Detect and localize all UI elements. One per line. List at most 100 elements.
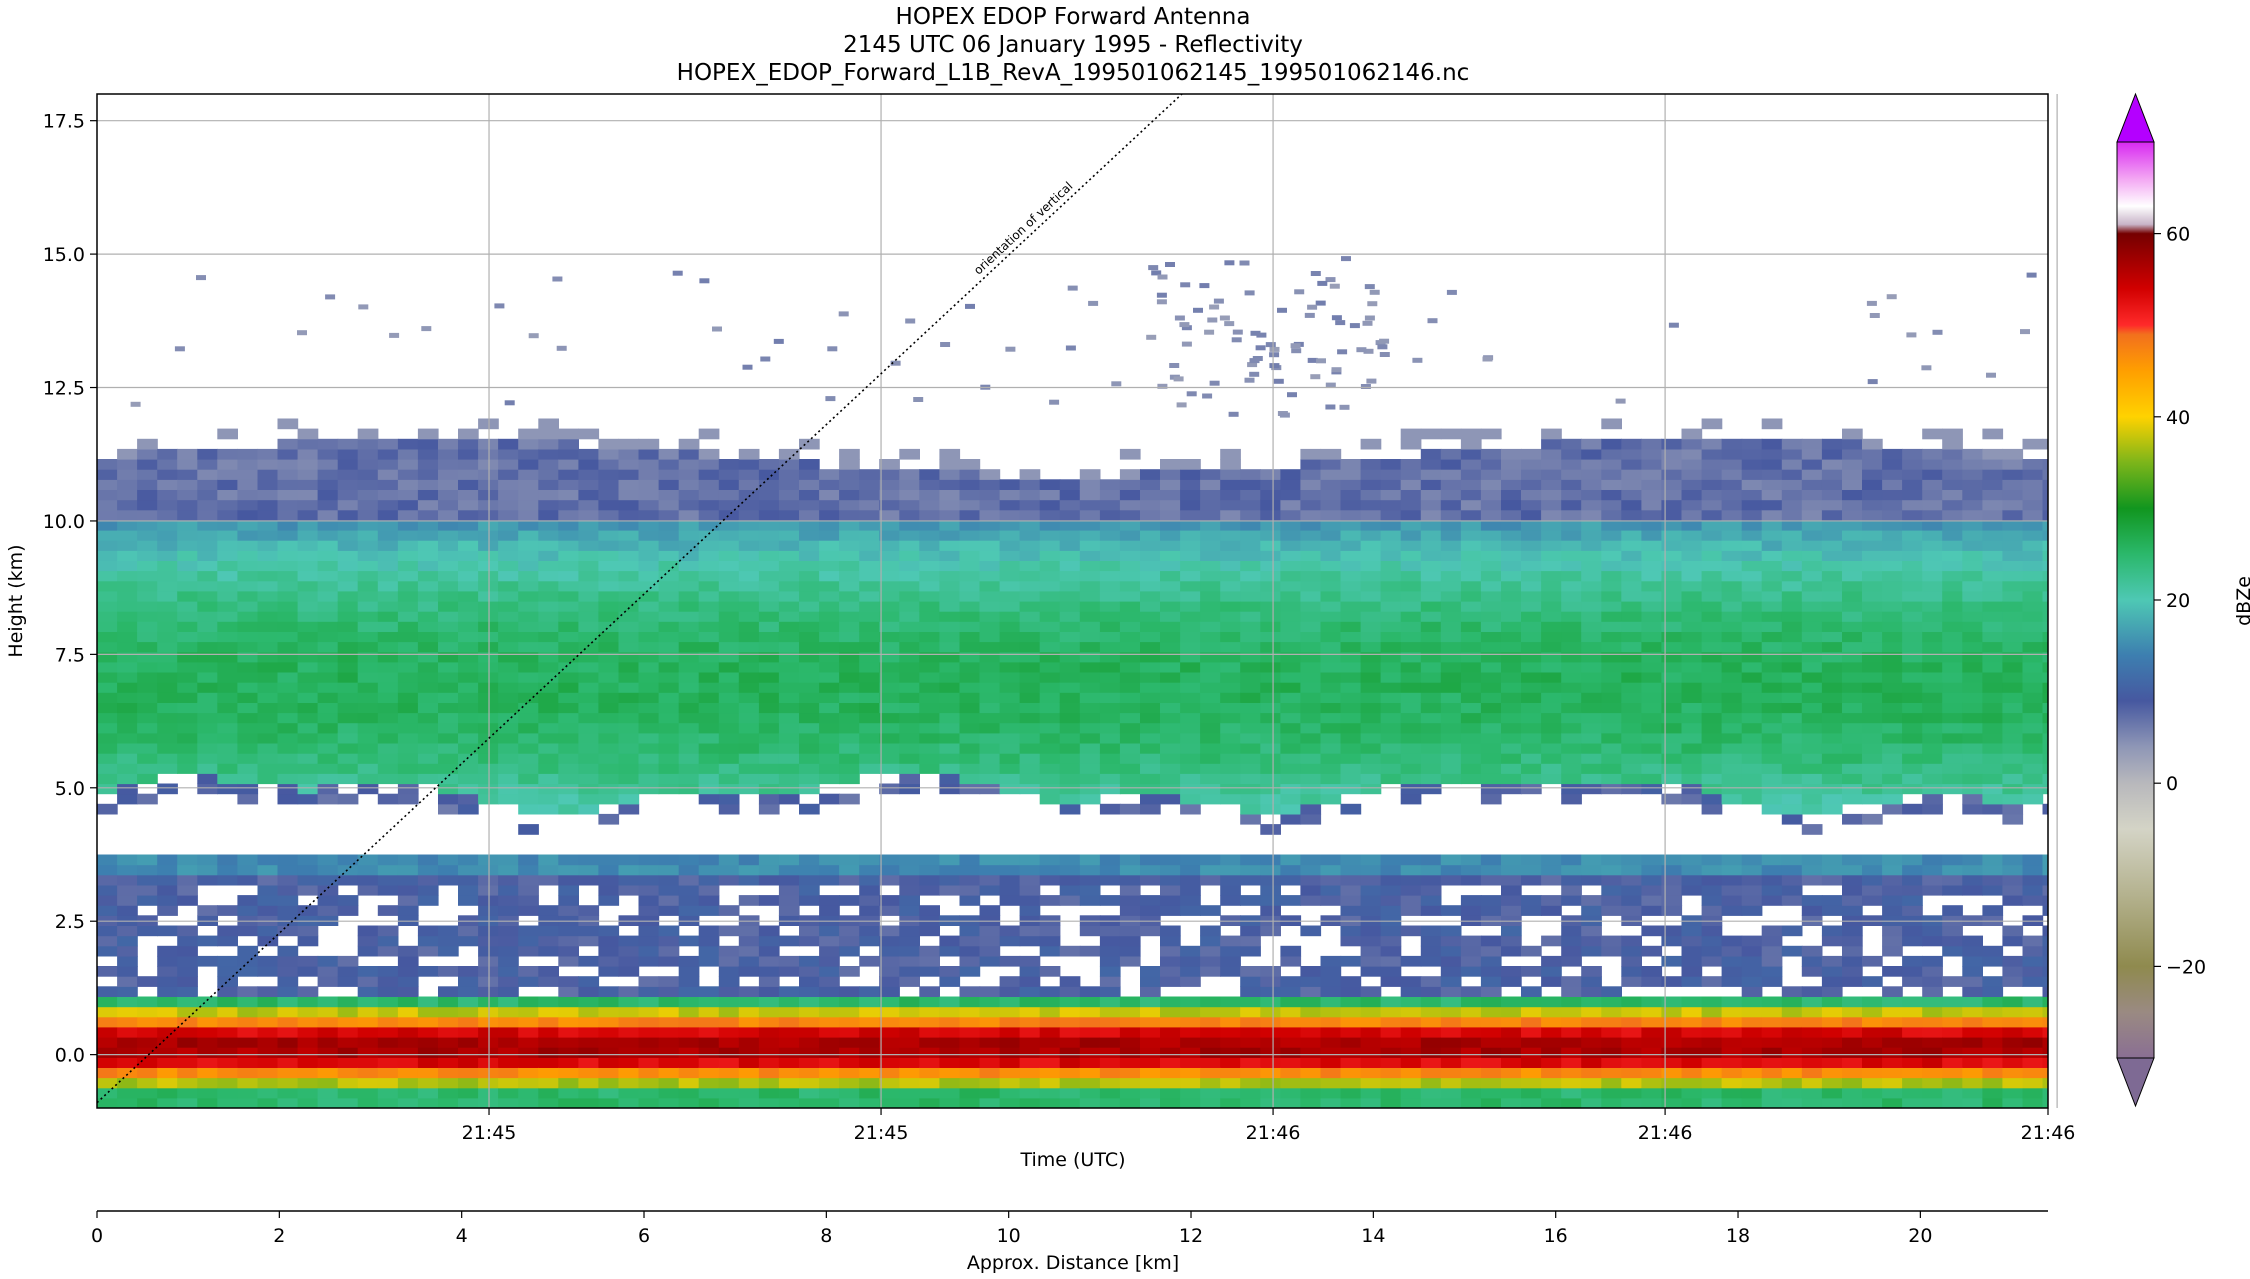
heatmap-cell [1621,753,1642,764]
heatmap-cell [1781,1037,1803,1048]
heatmap-cell [397,945,419,957]
heatmap-cell [1681,1047,1703,1058]
heatmap-cell [1460,459,1482,470]
heatmap-cell [598,641,620,653]
heatmap-cell [1480,692,1502,703]
heatmap-cell [1460,621,1482,632]
heatmap-cell [1741,702,1763,714]
heatmap-cell [97,611,118,622]
heatmap-cell [1400,479,1422,490]
heatmap-cell [939,1077,961,1089]
heatmap-cell [1240,1067,1261,1079]
heatmap-cell [1019,530,1041,541]
heatmap-cell [438,438,459,450]
heatmap-cell [1701,773,1723,785]
heatmap-cell [618,1087,640,1099]
heatmap-cell [778,1026,800,1038]
heatmap-cell [1180,743,1201,754]
heatmap-cell [1741,692,1763,703]
heatmap-cell [177,884,198,896]
heatmap-cell [1781,895,1803,906]
heatmap-cell [1721,864,1743,876]
heatmap-cell [1641,1016,1663,1028]
heatmap-cell [598,935,620,947]
heatmap-cell [1741,793,1763,805]
heatmap-cell [1561,793,1582,805]
heatmap-cell [678,580,700,592]
heatmap-cell [1721,438,1743,450]
heatmap-cell [1220,590,1241,602]
heatmap-cell [297,763,319,774]
heatmap-cell [1621,580,1642,592]
heatmap-cell [859,864,880,876]
heatmap-cell [658,854,680,866]
heatmap-cell [1140,692,1161,703]
heatmap-cell [1460,1097,1482,1108]
heatmap-cell [1079,1087,1101,1099]
heatmap-cell [1019,661,1041,673]
heatmap-cell [197,783,218,795]
heatmap-cell [859,530,880,541]
heatmap-cell [297,459,319,470]
heatmap-cell [839,793,860,805]
heatmap-cell [1420,945,1442,957]
heatmap-cell [377,1037,399,1048]
heatmap-cell [1119,925,1141,937]
heatmap-cell [1260,1097,1281,1108]
heatmap-cell [117,935,138,947]
heatmap-cell [1801,803,1823,815]
heatmap-cell [1220,550,1241,561]
heatmap-cell [1420,955,1442,967]
heatmap-cell [1480,519,1502,531]
heatmap-cell [1621,732,1642,744]
heatmap-cell [718,1047,740,1058]
heatmap-cell [738,641,760,653]
heatmap-cell [1460,743,1482,754]
heatmap-cell [939,1057,961,1068]
heatmap-cell [1019,1047,1041,1058]
heatmap-cell [538,499,559,511]
heatmap-cell [1280,712,1302,724]
heatmap-cell [879,621,900,632]
heatmap-cell [1741,682,1763,693]
heatmap-cell [1400,540,1422,551]
heatmap-cell [618,854,640,866]
heatmap-cell [1480,1026,1502,1038]
heatmap-cell [819,864,840,876]
heatmap-cell [1380,1047,1402,1058]
heatmap-cell [157,550,178,561]
heatmap-cell [1701,519,1723,531]
heatmap-cell [1641,661,1663,673]
heatmap-cell [678,641,700,653]
heatmap-cell [1400,925,1422,937]
heatmap-cell [518,722,539,734]
heatmap-cell [417,763,439,774]
heatmap-cell [899,925,920,937]
heatmap-cell [1641,976,1663,987]
heatmap-cell [778,722,800,734]
heatmap-cell [197,935,218,947]
heatmap-cell [919,611,940,622]
heatmap-cell [999,570,1021,582]
heatmap-cell [1781,661,1803,673]
heatmap-cell [538,438,559,450]
heatmap-cell [1119,601,1141,612]
heatmap-cell [1300,1077,1322,1089]
heatmap-cell [939,945,961,957]
heatmap-cell [1721,996,1743,1008]
heatmap-cell [1621,1067,1642,1079]
heatmap-cell [1420,874,1442,886]
heatmap-cell [1140,803,1161,815]
heatmap-cell [1440,1047,1462,1058]
heatmap-cell [1079,499,1101,511]
heatmap-cell [357,945,379,957]
heatmap-cell [1641,1057,1663,1068]
heatmap-cell [698,1097,720,1108]
heatmap-cell [1460,682,1482,693]
heatmap-cell [1220,1047,1241,1058]
heatmap-cell [979,550,1001,561]
heatmap-cell [1280,702,1302,714]
heatmap-cell [237,1087,259,1099]
heatmap-cell [558,722,579,734]
heatmap-cell [237,672,259,683]
